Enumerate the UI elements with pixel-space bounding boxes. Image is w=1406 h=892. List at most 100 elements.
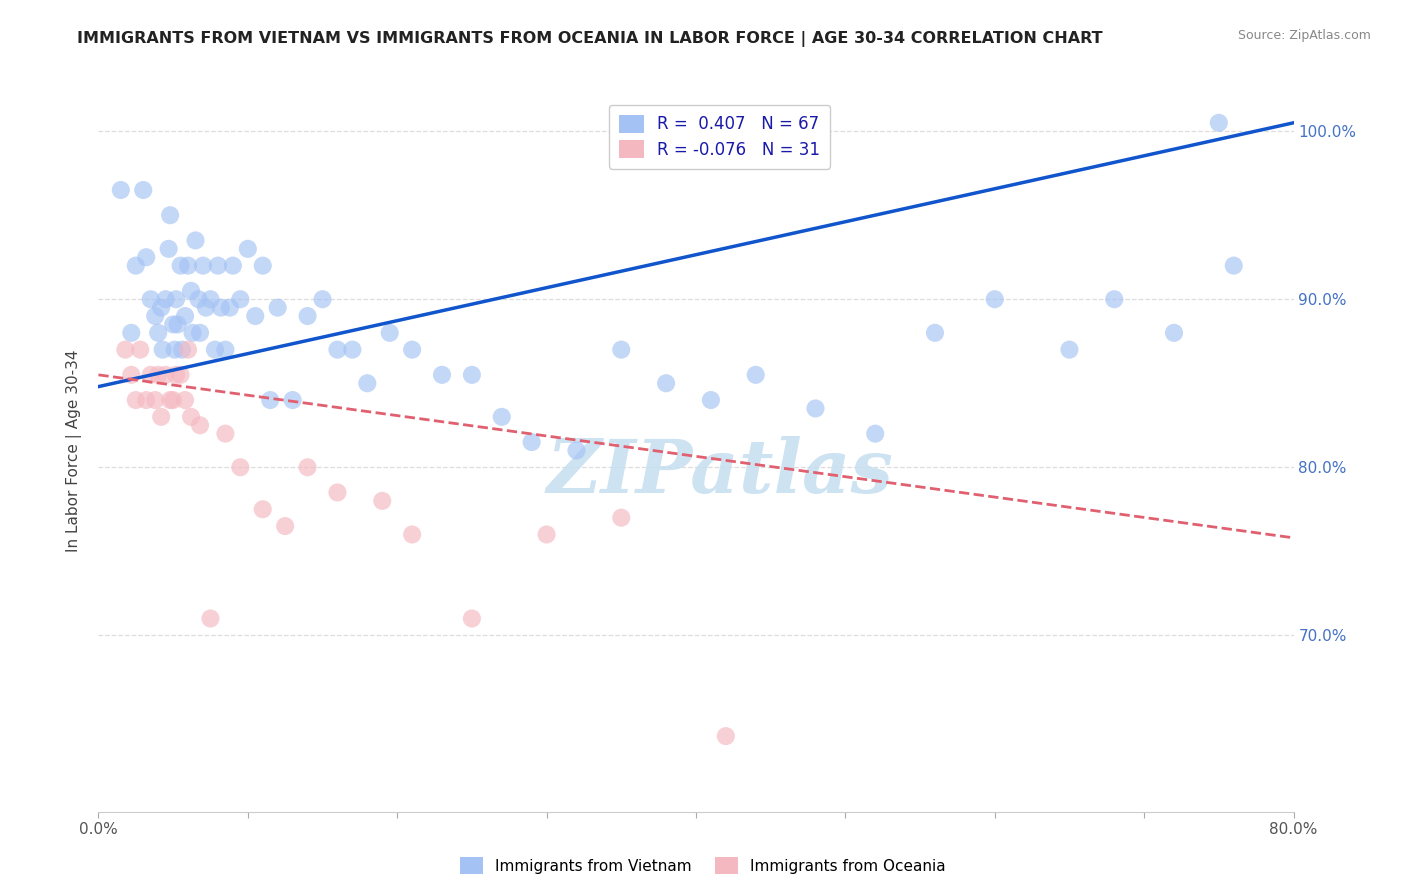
Point [135,250,157,264]
Point [148,368,170,382]
Point [222,259,245,273]
Point [162,392,184,407]
Point [1208,116,1230,130]
Point [378,326,401,340]
Point [1223,259,1246,273]
Point [125,392,148,407]
Point [252,259,274,273]
Point [714,729,737,743]
Point [132,183,155,197]
Point [200,611,222,625]
Point [214,426,236,441]
Point [157,242,180,256]
Point [865,426,887,441]
Text: Source: ZipAtlas.com: Source: ZipAtlas.com [1237,29,1371,42]
Point [163,343,186,357]
Y-axis label: In Labor Force | Age 30-34: In Labor Force | Age 30-34 [66,349,83,552]
Point [184,234,207,248]
Point [169,259,191,273]
Point [159,208,181,222]
Point [155,292,177,306]
Point [169,368,191,382]
Legend: Immigrants from Vietnam, Immigrants from Oceania: Immigrants from Vietnam, Immigrants from… [454,851,952,880]
Point [342,343,364,357]
Point [177,259,200,273]
Legend: R =  0.407   N = 67, R = -0.076   N = 31: R = 0.407 N = 67, R = -0.076 N = 31 [609,104,830,169]
Point [461,368,484,382]
Point [491,409,513,424]
Point [159,392,181,407]
Point [214,343,236,357]
Point [520,435,543,450]
Point [536,527,558,541]
Point [655,376,678,391]
Point [1104,292,1126,306]
Point [267,301,290,315]
Point [297,309,319,323]
Point [924,326,946,340]
Point [165,292,187,306]
Point [150,409,173,424]
Point [110,183,132,197]
Point [259,392,281,407]
Point [120,368,142,382]
Point [281,392,304,407]
Text: ZIPatlas: ZIPatlas [547,436,893,508]
Point [401,343,423,357]
Point [191,259,214,273]
Point [207,259,229,273]
Point [804,401,827,416]
Point [143,392,166,407]
Point [174,309,197,323]
Point [401,527,423,541]
Point [700,392,723,407]
Point [229,460,252,475]
Point [1163,326,1185,340]
Point [326,485,349,500]
Point [188,326,211,340]
Point [204,343,226,357]
Point [274,519,297,533]
Point [245,309,267,323]
Point [125,259,148,273]
Point [984,292,1007,306]
Point [745,368,768,382]
Point [195,301,218,315]
Point [165,368,187,382]
Point [152,343,174,357]
Point [155,368,177,382]
Point [139,292,162,306]
Point [114,343,136,357]
Point [219,301,242,315]
Point [461,611,484,625]
Point [430,368,453,382]
Point [120,326,142,340]
Point [143,309,166,323]
Point [326,343,349,357]
Point [297,460,319,475]
Point [187,292,209,306]
Point [610,343,633,357]
Point [180,284,202,298]
Point [148,326,170,340]
Point [162,318,184,332]
Point [181,326,204,340]
Point [229,292,252,306]
Text: IMMIGRANTS FROM VIETNAM VS IMMIGRANTS FROM OCEANIA IN LABOR FORCE | AGE 30-34 CO: IMMIGRANTS FROM VIETNAM VS IMMIGRANTS FR… [77,31,1102,47]
Point [1059,343,1081,357]
Point [129,343,152,357]
Point [356,376,378,391]
Point [311,292,333,306]
Point [174,392,197,407]
Point [188,418,211,433]
Point [209,301,232,315]
Point [252,502,274,516]
Point [371,494,394,508]
Point [180,409,202,424]
Point [135,392,157,407]
Point [172,343,194,357]
Point [166,318,188,332]
Point [177,343,200,357]
Point [200,292,222,306]
Point [610,510,633,524]
